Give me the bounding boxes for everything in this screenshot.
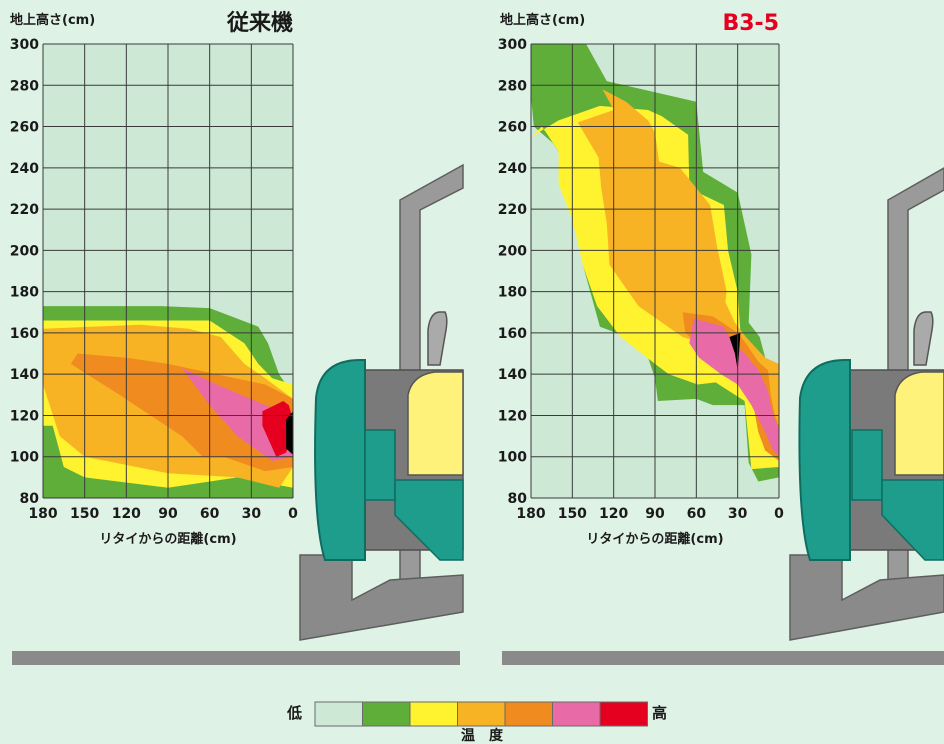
y-tick-label: 280 xyxy=(498,78,527,94)
y-tick-label: 160 xyxy=(10,326,39,342)
x-tick-label: 180 xyxy=(516,506,545,522)
y-tick-label: 220 xyxy=(498,202,527,218)
y-tick-label: 300 xyxy=(498,37,527,53)
chart-title: B3-5 xyxy=(722,11,779,36)
x-tick-label: 180 xyxy=(28,506,57,522)
legend: 低 高 温 度 xyxy=(286,701,667,744)
x-tick-label: 0 xyxy=(288,506,298,522)
grid-lines xyxy=(42,43,294,499)
y-tick-label: 260 xyxy=(498,120,527,136)
y-tick-label: 280 xyxy=(10,78,39,94)
x-tick-labels: 180 150 120 90 60 30 0 xyxy=(516,506,784,522)
x-tick-label: 30 xyxy=(242,506,262,522)
y-tick-label: 300 xyxy=(10,37,39,53)
y-tick-label: 180 xyxy=(498,285,527,301)
legend-swatches xyxy=(314,701,648,727)
y-tick-label: 140 xyxy=(498,367,527,383)
y-tick-label: 180 xyxy=(10,285,39,301)
x-tick-label: 0 xyxy=(774,506,784,522)
legend-swatch-5 xyxy=(552,701,601,727)
y-tick-label: 240 xyxy=(498,161,527,177)
legend-swatch-1 xyxy=(362,701,411,727)
y-tick-label: 200 xyxy=(498,243,527,259)
legend-low-label: 低 xyxy=(286,704,302,722)
y-tick-label: 100 xyxy=(498,450,527,466)
x-tick-label: 30 xyxy=(728,506,748,522)
grid-lines xyxy=(530,43,780,499)
x-tick-label: 150 xyxy=(70,506,99,522)
x-tick-label: 150 xyxy=(558,506,587,522)
legend-swatch-0 xyxy=(314,701,363,727)
y-tick-label: 80 xyxy=(20,491,40,507)
x-tick-label: 120 xyxy=(112,506,141,522)
y-tick-label: 140 xyxy=(10,367,39,383)
tractor-illustration-left xyxy=(12,163,464,665)
x-tick-label: 90 xyxy=(645,506,665,522)
chart-title: 従来機 xyxy=(226,10,293,36)
x-tick-label: 120 xyxy=(599,506,628,522)
legend-caption: 温 度 xyxy=(461,727,504,744)
y-tick-labels: 300 280 260 240 220 200 180 160 140 120 100 80 xyxy=(498,37,527,507)
x-tick-labels: 180 150 120 90 60 30 0 xyxy=(28,506,298,522)
legend-swatch-6 xyxy=(599,701,648,727)
temperature-contours xyxy=(43,306,293,498)
y-tick-label: 200 xyxy=(10,243,39,259)
y-axis-label: 地上高さ(cm) xyxy=(500,12,585,28)
x-axis-label: リタイからの距離(cm) xyxy=(586,531,723,547)
legend-swatch-3 xyxy=(457,701,506,727)
y-tick-label: 260 xyxy=(10,120,39,136)
contour-level-5 xyxy=(689,318,779,457)
y-tick-label: 220 xyxy=(10,202,39,218)
tractor-illustration-right xyxy=(502,167,944,665)
legend-swatch-4 xyxy=(504,701,553,727)
x-axis-label: リタイからの距離(cm) xyxy=(99,531,236,547)
x-tick-label: 60 xyxy=(687,506,707,522)
contour-level-7 xyxy=(286,411,293,455)
y-tick-label: 120 xyxy=(10,408,39,424)
y-axis-label: 地上高さ(cm) xyxy=(10,12,95,28)
y-tick-labels: 300 280 260 240 220 200 180 160 140 120 100 80 xyxy=(10,37,39,507)
y-tick-label: 120 xyxy=(498,408,527,424)
legend-swatch-2 xyxy=(409,701,458,727)
y-tick-label: 80 xyxy=(508,491,528,507)
x-tick-label: 90 xyxy=(158,506,178,522)
x-tick-label: 60 xyxy=(200,506,220,522)
legend-high-label: 高 xyxy=(652,704,667,722)
y-tick-label: 100 xyxy=(10,450,39,466)
y-tick-label: 240 xyxy=(10,161,39,177)
y-tick-label: 160 xyxy=(498,326,527,342)
contour-level-6 xyxy=(262,401,293,457)
